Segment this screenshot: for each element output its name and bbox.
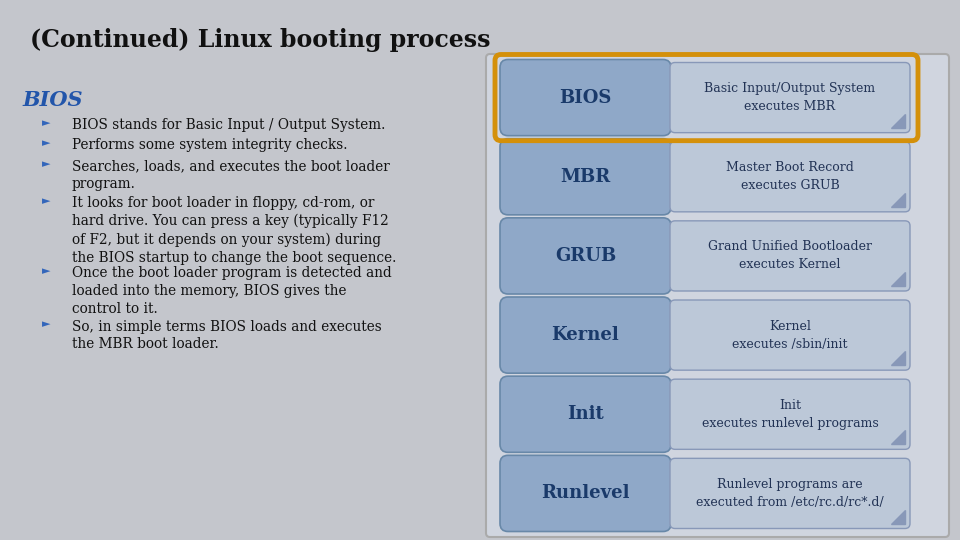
FancyBboxPatch shape <box>670 141 910 212</box>
FancyBboxPatch shape <box>486 54 949 537</box>
Text: Runlevel: Runlevel <box>541 484 630 502</box>
FancyBboxPatch shape <box>500 455 671 531</box>
Text: BIOS: BIOS <box>22 90 83 110</box>
Text: ►: ► <box>42 159 51 169</box>
Polygon shape <box>891 351 905 365</box>
Text: Performs some system integrity checks.: Performs some system integrity checks. <box>72 138 348 152</box>
Text: Master Boot Record
executes GRUB: Master Boot Record executes GRUB <box>726 161 854 192</box>
Text: MBR: MBR <box>561 168 611 186</box>
Polygon shape <box>891 430 905 444</box>
Polygon shape <box>891 113 905 127</box>
Polygon shape <box>891 510 905 523</box>
Text: BIOS stands for Basic Input / Output System.: BIOS stands for Basic Input / Output Sys… <box>72 118 385 132</box>
Text: So, in simple terms BIOS loads and executes
the MBR boot loader.: So, in simple terms BIOS loads and execu… <box>72 320 382 352</box>
FancyBboxPatch shape <box>670 63 910 133</box>
Text: BIOS: BIOS <box>560 89 612 106</box>
Text: ►: ► <box>42 118 51 128</box>
Text: Runlevel programs are
executed from /etc/rc.d/rc*.d/: Runlevel programs are executed from /etc… <box>696 478 884 509</box>
Polygon shape <box>891 272 905 286</box>
Text: Init
executes runlevel programs: Init executes runlevel programs <box>702 399 878 430</box>
Text: Searches, loads, and executes the boot loader
program.: Searches, loads, and executes the boot l… <box>72 159 390 191</box>
Text: Basic Input/Output System
executes MBR: Basic Input/Output System executes MBR <box>705 82 876 113</box>
FancyBboxPatch shape <box>670 300 910 370</box>
Text: GRUB: GRUB <box>555 247 616 265</box>
Text: ►: ► <box>42 138 51 149</box>
FancyBboxPatch shape <box>500 139 671 215</box>
Text: ►: ► <box>42 266 51 276</box>
FancyBboxPatch shape <box>500 218 671 294</box>
Text: Kernel
executes /sbin/init: Kernel executes /sbin/init <box>732 320 848 350</box>
Text: Init: Init <box>567 405 604 423</box>
FancyBboxPatch shape <box>500 297 671 373</box>
Text: Kernel: Kernel <box>552 326 619 344</box>
FancyBboxPatch shape <box>500 376 671 453</box>
Text: It looks for boot loader in floppy, cd-rom, or
hard drive. You can press a key (: It looks for boot loader in floppy, cd-r… <box>72 196 396 265</box>
FancyBboxPatch shape <box>670 221 910 291</box>
Text: ►: ► <box>42 320 51 329</box>
Polygon shape <box>891 193 905 207</box>
Text: Once the boot loader program is detected and
loaded into the memory, BIOS gives : Once the boot loader program is detected… <box>72 266 392 316</box>
Text: (Continued) Linux booting process: (Continued) Linux booting process <box>30 28 491 52</box>
FancyBboxPatch shape <box>670 379 910 449</box>
FancyBboxPatch shape <box>670 458 910 529</box>
Text: Grand Unified Bootloader
executes Kernel: Grand Unified Bootloader executes Kernel <box>708 240 872 272</box>
FancyBboxPatch shape <box>500 59 671 136</box>
Text: ►: ► <box>42 196 51 206</box>
